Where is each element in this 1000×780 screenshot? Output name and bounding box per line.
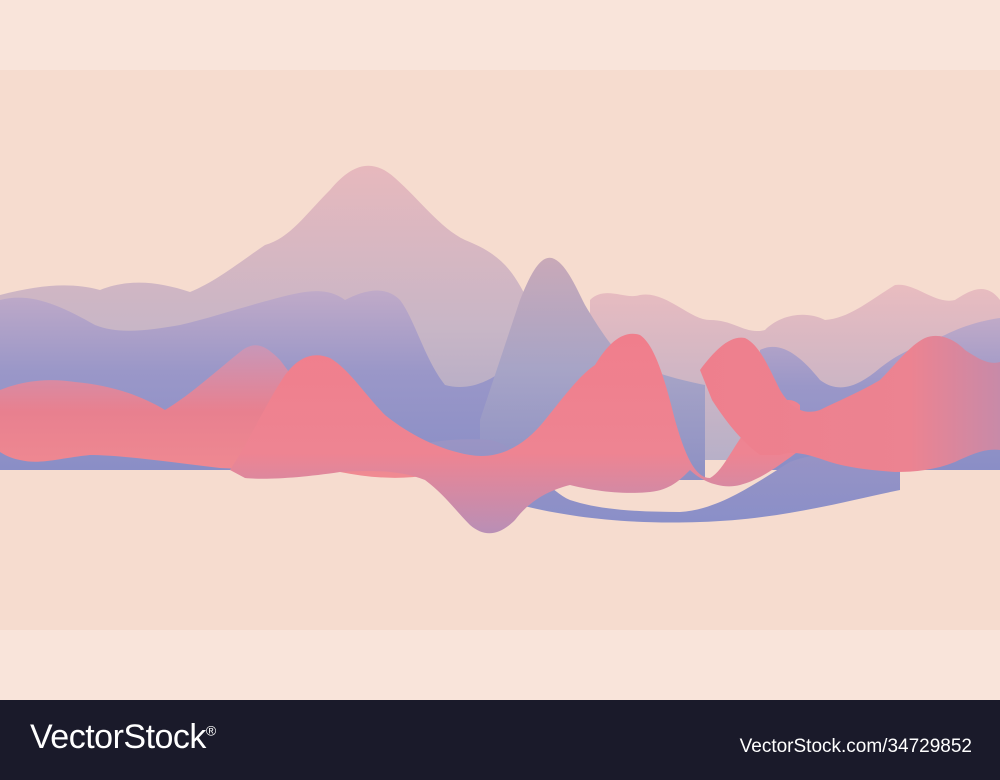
image-credit: VectorStock.com/34729852 (739, 736, 972, 757)
mountain-artwork-panel (0, 70, 1000, 630)
registered-mark: ® (205, 722, 216, 739)
bottom-margin-band (0, 630, 1000, 700)
abstract-mountain-waves (0, 165, 1000, 534)
front-right-wave (700, 335, 1000, 472)
top-margin-band (0, 0, 1000, 70)
front-center-wave (230, 333, 800, 534)
brand-name: VectorStock (30, 718, 206, 756)
watermark-footer: VectorStock® VectorStock.com/34729852 (0, 700, 1000, 780)
vectorstock-logo: VectorStock® (30, 718, 216, 757)
